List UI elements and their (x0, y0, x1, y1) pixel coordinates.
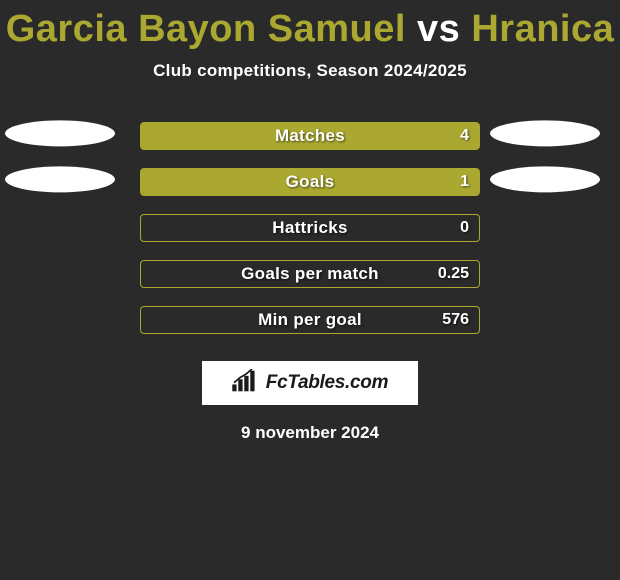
player1-name: Garcia Bayon Samuel (6, 8, 406, 50)
branding-badge: FcTables.com (202, 361, 418, 405)
stat-row: Matches4 (0, 113, 620, 159)
date-text: 9 november 2024 (0, 423, 620, 443)
stat-value: 576 (442, 307, 469, 333)
subtitle: Club competitions, Season 2024/2025 (0, 61, 620, 81)
stat-label: Min per goal (141, 307, 479, 333)
chart-icon (232, 369, 260, 398)
stat-bar: Min per goal576 (140, 306, 480, 334)
stat-value: 1 (460, 169, 469, 195)
stat-row: Goals per match0.25 (0, 251, 620, 297)
vs-text: vs (417, 8, 460, 50)
stat-value: 0.25 (438, 261, 469, 287)
stat-bar: Goals1 (140, 168, 480, 196)
stat-value: 0 (460, 215, 469, 241)
stat-rows: Matches4Goals1Hattricks0Goals per match0… (0, 113, 620, 343)
stat-label: Goals per match (141, 261, 479, 287)
player1-ellipse (5, 120, 115, 146)
stat-row: Min per goal576 (0, 297, 620, 343)
stat-label: Hattricks (141, 215, 479, 241)
player2-ellipse (490, 120, 600, 146)
stat-bar: Goals per match0.25 (140, 260, 480, 288)
stat-bar: Matches4 (140, 122, 480, 150)
player2-ellipse (490, 166, 600, 192)
stat-bar: Hattricks0 (140, 214, 480, 242)
comparison-title: Garcia Bayon Samuel vs Hranica (0, 0, 620, 51)
stat-value: 4 (460, 123, 469, 149)
branding-text: FcTables.com (266, 372, 388, 394)
stat-label: Matches (141, 123, 479, 149)
stat-label: Goals (141, 169, 479, 195)
player1-ellipse (5, 166, 115, 192)
player2-name: Hranica (471, 8, 614, 50)
stat-row: Goals1 (0, 159, 620, 205)
stat-row: Hattricks0 (0, 205, 620, 251)
